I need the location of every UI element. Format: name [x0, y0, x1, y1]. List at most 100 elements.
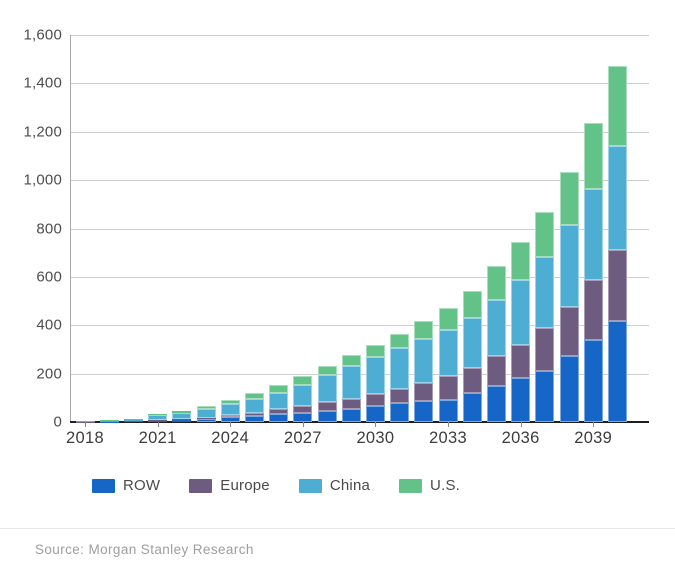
bar-segment-row-2035 [486, 386, 506, 422]
bar-segment-us-2021 [148, 413, 168, 415]
bar-segment-row-2033 [438, 399, 458, 422]
bar-segment-row-2020 [123, 421, 143, 422]
legend-item-row: ROW [92, 477, 160, 494]
bar-segment-europe-2029 [341, 398, 361, 410]
bar-segment-europe-2022 [172, 419, 192, 421]
bar-2033 [438, 35, 458, 422]
bar-2018 [75, 35, 95, 422]
bar-segment-europe-2024 [220, 414, 240, 418]
bar-segment-europe-2033 [438, 376, 458, 400]
bar-segment-europe-2027 [293, 406, 313, 413]
bar-2020 [123, 35, 143, 422]
bar-2030 [365, 35, 385, 422]
bar-segment-china-2040 [607, 146, 627, 251]
bar-2028 [317, 35, 337, 422]
bar-segment-row-2040 [607, 320, 627, 422]
bar-segment-us-2029 [341, 354, 361, 366]
bar-segment-row-2021 [148, 420, 168, 422]
bar-2025 [244, 35, 264, 422]
bar-segment-us-2024 [220, 399, 240, 404]
legend-label: Europe [220, 477, 270, 494]
x-tick-label: 2030 [356, 429, 395, 447]
legend-label: ROW [123, 477, 161, 494]
bar-2026 [269, 35, 289, 422]
bar-segment-china-2024 [220, 403, 240, 415]
bar-segment-us-2038 [559, 171, 579, 226]
bar-segment-row-2036 [511, 377, 531, 422]
bar-segment-europe-2032 [414, 382, 434, 402]
bar-segment-us-2028 [317, 365, 337, 376]
bar-segment-china-2038 [559, 225, 579, 307]
bar-segment-us-2040 [607, 65, 627, 147]
source-note: Source: Morgan Stanley Research [35, 542, 254, 557]
bar-segment-china-2031 [390, 348, 410, 389]
bar-segment-europe-2034 [462, 367, 482, 393]
gridline [71, 325, 649, 327]
y-tick-label: 0 [53, 413, 62, 431]
bar-2029 [341, 35, 361, 422]
y-tick-label: 800 [36, 220, 62, 237]
bar-segment-us-2034 [462, 291, 482, 318]
bar-segment-row-2034 [462, 392, 482, 422]
bar-2032 [414, 35, 434, 422]
legend-item-china: China [298, 477, 370, 494]
bar-segment-china-2037 [535, 256, 555, 329]
bar-segment-europe-2028 [317, 402, 337, 411]
y-tick-label: 1,600 [23, 26, 62, 44]
x-tick-label: 2033 [429, 429, 467, 447]
x-tick [230, 422, 232, 427]
bar-segment-china-2029 [341, 365, 361, 399]
bar-2040 [607, 35, 627, 422]
bar-segment-europe-2040 [607, 250, 627, 321]
bar-segment-china-2028 [317, 375, 337, 403]
bar-2031 [390, 35, 410, 422]
legend-label: U.S. [430, 477, 461, 494]
bar-segment-row-2032 [414, 401, 434, 422]
bar-segment-us-2023 [196, 406, 216, 409]
x-tick-label: 2027 [283, 429, 322, 447]
bar-segment-china-2032 [414, 339, 434, 383]
y-tick-label: 400 [36, 316, 62, 334]
gridline [71, 35, 649, 36]
bar-segment-row-2024 [220, 417, 240, 422]
bar-segment-china-2022 [172, 412, 192, 420]
legend-swatch [399, 478, 423, 493]
bar-segment-china-2025 [244, 398, 264, 413]
bar-segment-us-2032 [414, 320, 434, 340]
plot-area: 0 200 400 600 800 1,000 1,200 1,400 1,600 2018 202… [23, 27, 649, 447]
legend-item-europe: Europe [189, 477, 270, 494]
gridline [71, 83, 649, 85]
legend-item-us: U.S. [399, 477, 460, 494]
bar-segment-row-2038 [559, 355, 579, 422]
bar-2023 [196, 35, 216, 422]
x-tick [593, 422, 595, 427]
bar-segment-europe-2039 [583, 279, 603, 341]
y-tick-label: 1,000 [23, 171, 62, 189]
bar-segment-europe-2035 [486, 356, 506, 387]
legend-swatch [189, 478, 213, 493]
bar-segment-china-2034 [462, 317, 482, 368]
x-tick-label: 2039 [574, 429, 613, 447]
bar-segment-us-2039 [583, 122, 603, 190]
bar-2024 [220, 35, 240, 422]
bar-segment-europe-2036 [511, 345, 531, 378]
bar-segment-china-2027 [293, 384, 313, 407]
bar-segment-row-2026 [269, 414, 289, 422]
bar-segment-row-2023 [196, 419, 216, 422]
bar-segment-china-2039 [583, 189, 603, 280]
bar-segment-row-2031 [390, 402, 410, 422]
x-axis-line [70, 421, 649, 423]
bar-2021 [148, 35, 168, 422]
bar-2022 [172, 35, 192, 422]
bar-segment-us-2025 [244, 392, 264, 399]
bar-segment-europe-2037 [535, 328, 555, 372]
bar-segment-china-2023 [196, 408, 216, 418]
bar-segment-us-2036 [511, 241, 531, 281]
bar-2027 [293, 35, 313, 422]
bar-2036 [511, 35, 531, 422]
bar-segment-row-2030 [365, 406, 385, 422]
bar-segment-us-2030 [365, 344, 385, 357]
bar-segment-us-2031 [390, 334, 410, 349]
bar-segment-china-2035 [486, 299, 506, 357]
bar-segment-us-2022 [172, 410, 192, 413]
